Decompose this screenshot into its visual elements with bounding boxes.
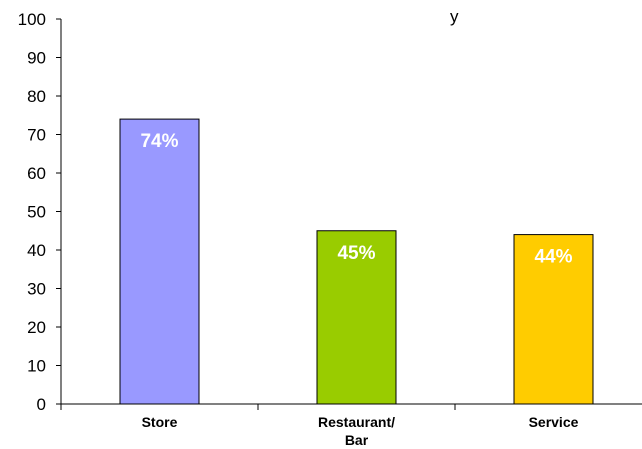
data-label: 44% [534, 247, 572, 268]
category-label: Restaurant/ [318, 414, 395, 430]
y-tick-label: 70 [27, 126, 46, 145]
data-label: 74% [140, 131, 178, 152]
y-tick-label: 50 [27, 203, 46, 222]
x-axis-ticks [60, 404, 456, 410]
data-label: 45% [337, 243, 375, 264]
y-tick-label: 0 [37, 395, 46, 414]
bar [119, 118, 200, 405]
category-label: Service [529, 414, 579, 430]
y-axis-ticks: 0 10 20 30 40 50 60 70 80 90 100 [18, 10, 61, 414]
y-tick-label: 100 [18, 10, 46, 29]
y-tick-label: 30 [27, 280, 46, 299]
y-tick-label: 90 [27, 49, 46, 68]
category-label: Bar [345, 432, 369, 448]
y-tick-label: 20 [27, 318, 46, 337]
y-tick-label: 60 [27, 164, 46, 183]
category-label: Store [142, 414, 178, 430]
bars-group: 74% 45% 44% [119, 118, 594, 405]
bar [316, 230, 397, 405]
category-labels: Store Restaurant/Bar Service [142, 414, 579, 448]
y-tick-label: 10 [27, 357, 46, 376]
y-tick-label: 80 [27, 87, 46, 106]
chart-title: y [450, 7, 459, 26]
y-tick-label: 40 [27, 241, 46, 260]
bar [513, 234, 594, 405]
